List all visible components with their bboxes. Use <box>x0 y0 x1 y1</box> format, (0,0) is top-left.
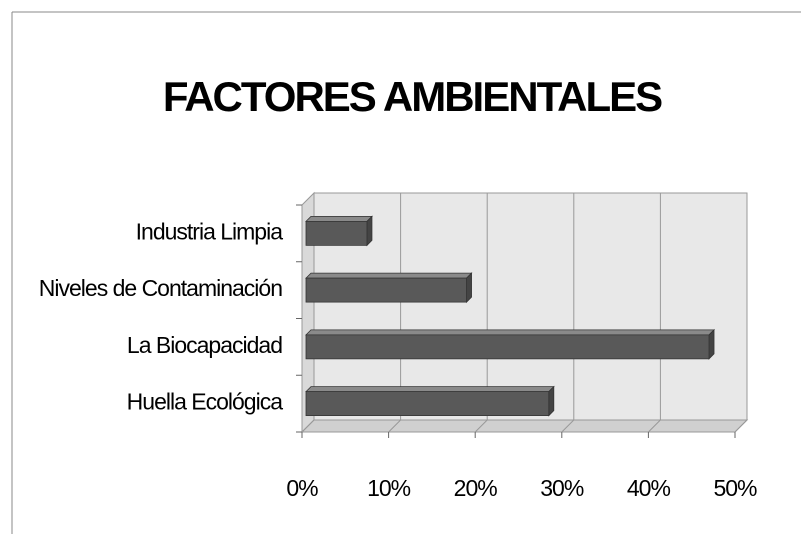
grid-line <box>474 419 488 433</box>
bar <box>305 385 555 417</box>
bar-face <box>548 385 555 417</box>
y-tick-label: La Biocapacidad <box>127 332 282 358</box>
grid-line <box>734 419 748 433</box>
grid-line <box>388 419 401 433</box>
back-wall <box>313 192 748 421</box>
bar-face <box>708 328 715 360</box>
x-tick-label: 10% <box>367 475 411 501</box>
x-tick-label: 40% <box>627 475 671 501</box>
bar-face <box>305 277 467 303</box>
y-tick-label: Huella Ecológica <box>127 389 284 415</box>
bar-face <box>305 334 710 360</box>
bar <box>305 215 373 247</box>
floor <box>300 419 749 433</box>
bar-face <box>305 215 373 222</box>
bar-face <box>366 215 373 247</box>
grid-line <box>648 419 661 433</box>
grid-line <box>301 419 315 433</box>
bar <box>305 328 715 360</box>
x-tick-label: 0% <box>286 475 318 501</box>
bar-face <box>305 386 555 393</box>
x-tick-label: 50% <box>713 475 757 501</box>
bar-face <box>305 329 715 336</box>
y-tick-label: Niveles de Contaminación <box>39 275 282 301</box>
bar-face <box>305 220 368 246</box>
bar-face <box>466 272 472 304</box>
y-tick-label: Industria Limpia <box>136 218 284 244</box>
chart-title: FACTORES AMBIENTALES <box>163 73 662 120</box>
x-tick-label: 20% <box>454 475 498 501</box>
x-tick-label: 30% <box>540 475 584 501</box>
bar-face <box>305 391 550 417</box>
bar-face <box>305 272 473 279</box>
grid-line <box>561 419 575 433</box>
bar <box>305 272 473 304</box>
